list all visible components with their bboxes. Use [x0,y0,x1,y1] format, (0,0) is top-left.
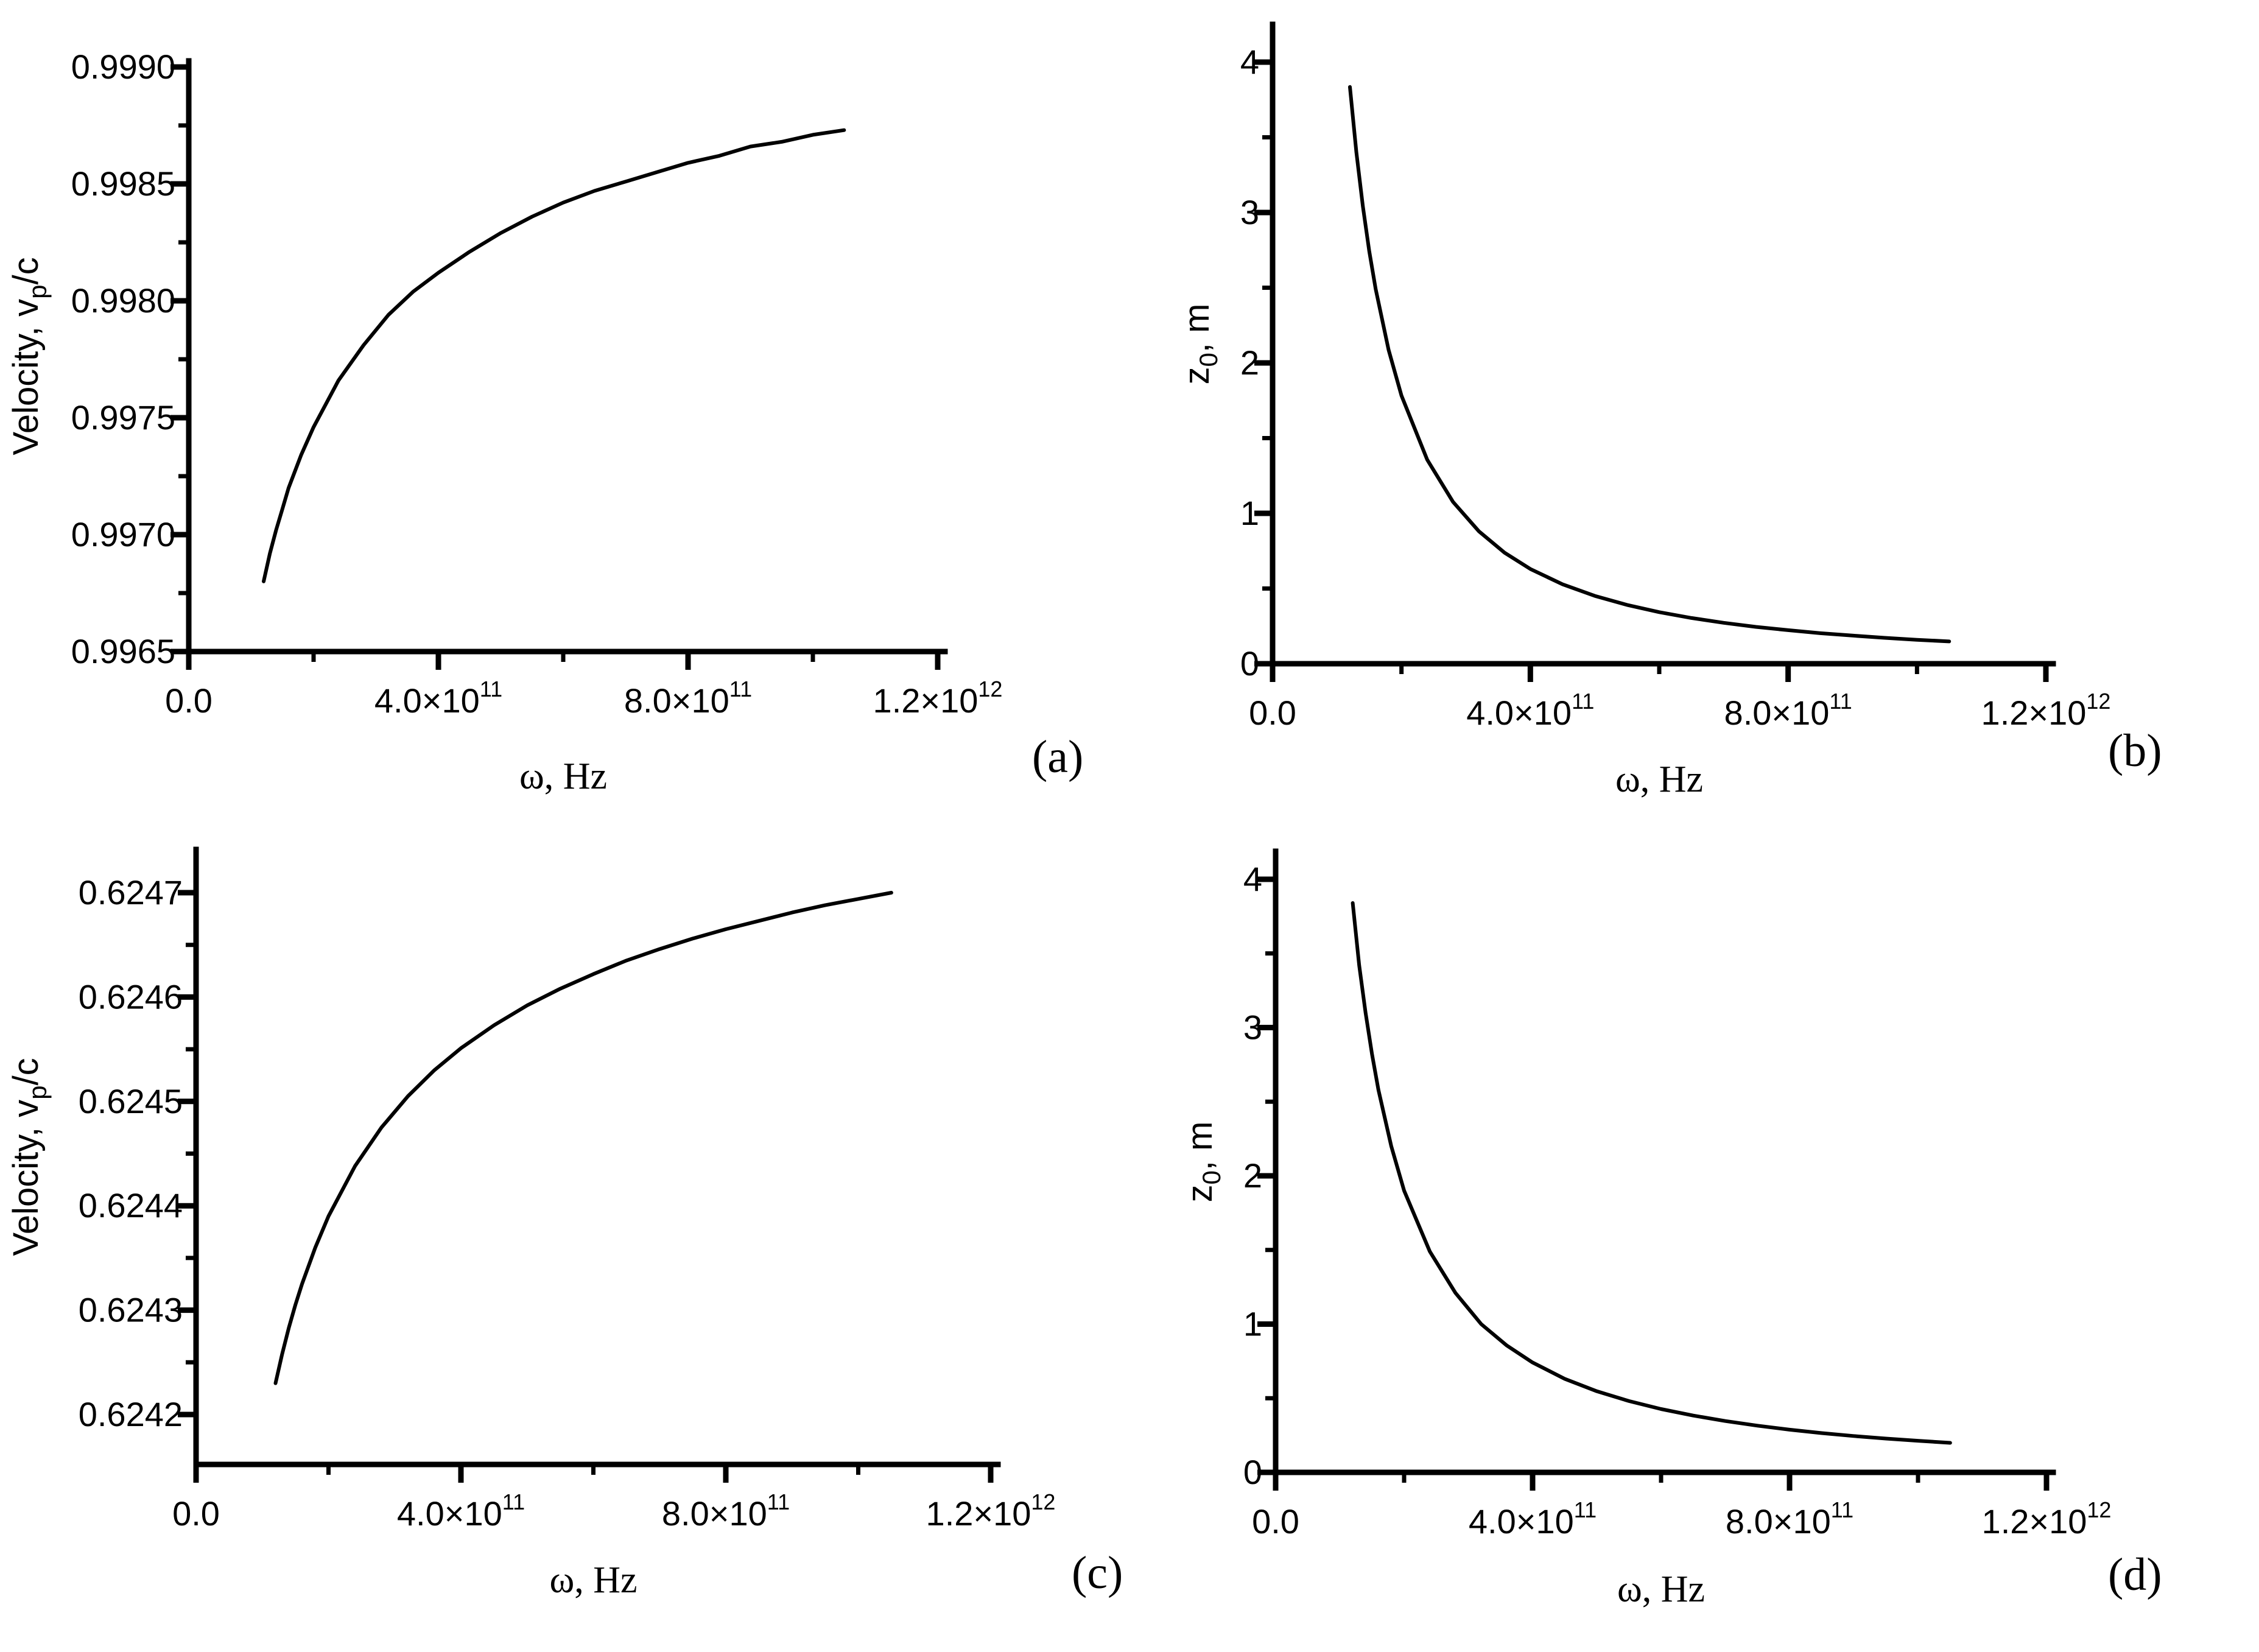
x-tick-label: 1.2×1012 [1981,689,2111,732]
x-axis-title-b: ω, Hz [1615,759,1703,800]
y-tick-label: 0.9970 [71,515,175,554]
panel-label-b: (b) [2108,725,2162,776]
y-tick-label: 1 [1240,494,1259,532]
y-tick-label: 0.9965 [71,632,175,670]
axes-b [1270,21,2056,667]
x-tick-label: 0.0 [1249,694,1296,732]
y-tick-label: 0.9980 [71,281,175,320]
data-curve-d [1351,901,1952,1445]
panel-label-a: (a) [1032,731,1084,782]
y-tick-label: 4 [1240,43,1259,81]
y-tick-label: 3 [1240,193,1259,231]
x-tick-label: 4.0×1011 [1469,1497,1597,1541]
data-curve-c [273,891,893,1385]
data-curve-a [262,128,846,583]
panel-label-c: (c) [1072,1547,1123,1598]
x-tick-label: 1.2×1012 [926,1489,1056,1533]
y-tick-label: 2 [1240,343,1259,382]
y-tick-label: 0 [1243,1453,1262,1491]
x-tick-label: 8.0×1011 [1724,689,1852,732]
y-tick-label: 1 [1243,1305,1262,1343]
y-tick-label: 0 [1240,644,1259,683]
x-tick-label: 0.0 [165,681,213,720]
axes-c [193,846,1001,1467]
panel-label-d: (d) [2108,1549,2162,1600]
y-tick-label: 0.6247 [79,873,183,912]
chart-panel-c: 0.0 4.0×1011 8.0×1011 1.2×1012 0.6242 0.6243 0… [6,846,1056,1601]
x-tick-label: 4.0×1011 [1466,689,1594,732]
axes-a [186,58,948,655]
y-tick-label: 0.6243 [79,1291,183,1329]
x-axis-title-a: ω, Hz [519,756,607,797]
y-axis-title-c: Velocity, vp/c [6,1058,52,1256]
data-curve-b [1348,85,1952,644]
y-tick-label: 3 [1243,1008,1262,1047]
x-tick-label: 8.0×1011 [624,677,752,720]
x-tick-label: 4.0×1011 [397,1489,525,1533]
axes-d [1273,848,2056,1475]
x-axis-title-d: ω, Hz [1617,1569,1705,1610]
y-tick-label: 0.6245 [79,1082,183,1120]
x-tick-label: 8.0×1011 [662,1489,790,1533]
chart-panel-d: 0.0 4.0×1011 8.0×1011 1.2×1012 0 1 2 3 4 z0, m ω, … [1180,848,2112,1610]
y-tick-label: 0.9985 [71,164,175,203]
x-tick-label: 1.2×1012 [873,677,1003,720]
y-tick-label: 4 [1243,860,1262,898]
y-tick-label: 0.9990 [71,47,175,86]
chart-panel-a: 0.0 4.0×1011 8.0×1011 1.2×1012 0.9965 0.9970 0… [6,47,1002,797]
y-tick-label: 0.6244 [79,1186,183,1225]
x-axis-title-c: ω, Hz [549,1559,637,1601]
y-tick-label: 0.6246 [79,977,183,1016]
y-tick-label: 0.9975 [71,398,175,437]
x-tick-label: 8.0×1011 [1726,1497,1853,1541]
y-axis-title-b: z0, m [1177,304,1223,385]
y-tick-label: 2 [1243,1156,1262,1195]
x-tick-label: 1.2×1012 [1982,1497,2112,1541]
x-tick-label: 0.0 [1252,1502,1299,1541]
y-axis-title-a: Velocity, vp/c [6,257,52,455]
x-tick-label: 4.0×1011 [374,677,502,720]
x-tick-label: 0.0 [172,1494,220,1533]
y-tick-label: 0.6242 [79,1395,183,1433]
y-axis-title-d: z0, m [1180,1122,1226,1203]
chart-panel-b: 0.0 4.0×1011 8.0×1011 1.2×1012 0 1 2 3 4 z0, m ω, … [1177,21,2111,800]
